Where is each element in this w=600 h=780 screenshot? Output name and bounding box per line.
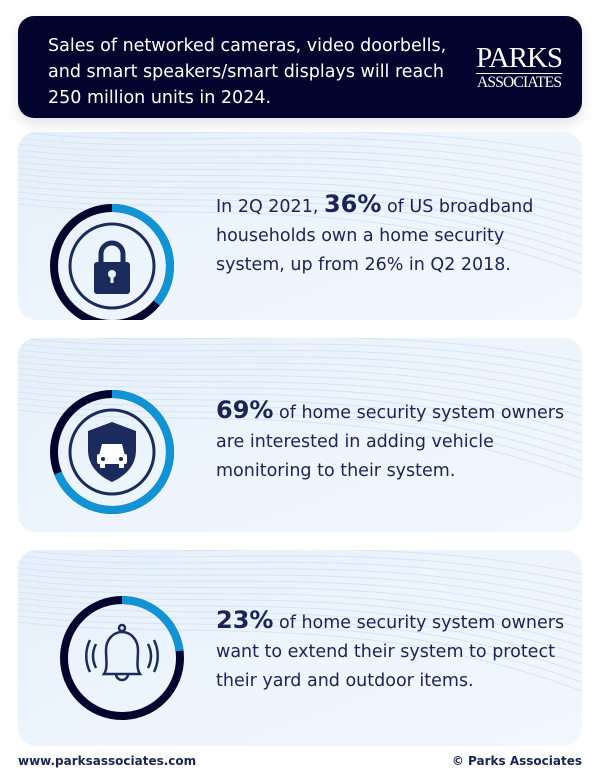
stat-text: In 2Q 2021, 36% of US broadband househol…: [216, 190, 566, 280]
wave-line: [18, 161, 582, 211]
wave-line: [18, 343, 582, 381]
stat-text: 69% of home security system owners are i…: [216, 396, 566, 486]
wave-line: [18, 361, 582, 408]
wave-line: [18, 373, 582, 426]
parks-associates-logo: PARKS ASSOCIATES: [476, 42, 563, 91]
wave-line: [18, 585, 582, 638]
progress-ring: [50, 390, 174, 514]
wave-line: [18, 132, 582, 166]
wave-line: [18, 567, 582, 611]
logo-line2: ASSOCIATES: [476, 73, 562, 91]
wave-line: [18, 338, 582, 372]
wave-line: [18, 367, 582, 417]
wave-line: [18, 185, 582, 247]
stat-pre: In 2Q 2021,: [216, 197, 324, 217]
logo-line1: PARKS: [476, 42, 563, 74]
wave-line: [89, 550, 582, 575]
wave-line: [18, 379, 582, 435]
progress-ring: [50, 204, 174, 320]
progress-arc: [60, 596, 184, 720]
wave-line: [18, 149, 582, 193]
wave-line: [89, 338, 582, 363]
wave-line: [18, 609, 582, 674]
wave-line: [18, 561, 582, 602]
progress-arc: [50, 204, 174, 320]
wave-line: [18, 573, 582, 620]
stat-highlight: 69%: [216, 396, 274, 424]
bell-icon: [85, 623, 159, 682]
stat-card-2: 69% of home security system owners are i…: [18, 338, 582, 532]
copyright: © Parks Associates: [451, 754, 582, 768]
wave-line: [89, 132, 582, 157]
car-shield-icon: [88, 422, 136, 482]
wave-line: [18, 179, 582, 238]
stat-card-1: In 2Q 2021, 36% of US broadband househol…: [18, 132, 582, 320]
stat-post: of US broadband households own a home se…: [216, 197, 534, 275]
header-banner: Sales of networked cameras, video doorbe…: [18, 16, 582, 118]
wave-line: [18, 597, 582, 656]
stat-post: of home security system owners want to e…: [216, 613, 565, 691]
wave-line: [18, 349, 582, 390]
wave-line: [18, 615, 582, 683]
wave-line: [18, 550, 582, 584]
header-text: Sales of networked cameras, video doorbe…: [48, 36, 447, 108]
wave-line: [18, 397, 582, 462]
wave-line: [18, 155, 582, 202]
wave-line: [18, 355, 582, 399]
stat-post: of home security system owners are inter…: [216, 403, 565, 481]
wave-line: [18, 591, 582, 647]
stat-card-3: 23% of home security system owners want …: [18, 550, 582, 746]
wave-line: [18, 555, 582, 593]
wave-line: [18, 173, 582, 229]
wave-line: [18, 137, 582, 175]
wave-line: [18, 167, 582, 220]
stat-highlight: 23%: [216, 606, 274, 634]
progress-ring: [60, 596, 184, 720]
wave-lines-decoration: [18, 338, 582, 480]
progress-arc: [50, 390, 174, 514]
wave-line: [18, 143, 582, 184]
wave-line: [18, 403, 582, 471]
wave-line: [18, 579, 582, 629]
stat-highlight: 36%: [323, 190, 382, 218]
wave-lines-decoration: [18, 550, 582, 692]
wave-line: [18, 197, 582, 265]
stat-text: 23% of home security system owners want …: [216, 606, 566, 696]
lock-icon: [94, 240, 130, 294]
wave-line: [18, 621, 582, 692]
wave-line: [18, 385, 582, 444]
website-link[interactable]: www.parksassociates.com: [18, 754, 197, 768]
wave-line: [18, 191, 582, 256]
